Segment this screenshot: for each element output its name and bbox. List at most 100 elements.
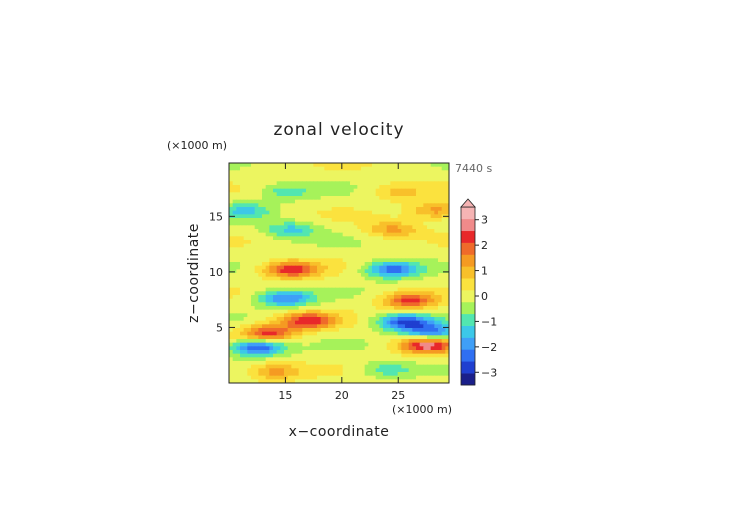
- field-cell: [412, 273, 417, 278]
- field-cell: [390, 309, 395, 314]
- field-cell: [295, 273, 300, 278]
- field-cell: [236, 339, 241, 344]
- field-cell: [335, 177, 340, 182]
- field-cell: [247, 335, 252, 340]
- field-cell: [265, 218, 270, 223]
- field-cell: [232, 350, 237, 355]
- field-cell: [386, 166, 391, 171]
- field-cell: [317, 335, 322, 340]
- field-cell: [269, 273, 274, 278]
- field-cell: [419, 262, 424, 267]
- field-cell: [361, 287, 366, 292]
- field-cell: [372, 221, 377, 226]
- field-cell: [273, 361, 278, 366]
- field-cell: [397, 188, 402, 193]
- field-cell: [441, 328, 446, 333]
- field-cell: [273, 192, 278, 197]
- field-cell: [280, 210, 285, 215]
- field-cell: [287, 181, 292, 186]
- field-cell: [394, 225, 399, 230]
- field-cell: [331, 221, 336, 226]
- field-cell: [372, 236, 377, 241]
- field-cell: [317, 251, 322, 256]
- field-cell: [386, 229, 391, 234]
- field-cell: [229, 357, 234, 362]
- field-cell: [298, 185, 303, 190]
- field-cell: [394, 163, 399, 168]
- field-cell: [273, 196, 278, 201]
- field-cell: [419, 218, 424, 223]
- field-cell: [383, 243, 388, 248]
- field-cell: [262, 368, 267, 373]
- field-cell: [280, 177, 285, 182]
- field-cell: [232, 357, 237, 362]
- field-cell: [397, 298, 402, 303]
- field-cell: [247, 199, 252, 204]
- field-cell: [405, 331, 410, 336]
- field-cell: [291, 192, 296, 197]
- field-cell: [284, 243, 289, 248]
- field-cell: [295, 346, 300, 351]
- field-cell: [236, 192, 241, 197]
- field-cell: [427, 372, 432, 377]
- field-cell: [386, 317, 391, 322]
- field-cell: [287, 229, 292, 234]
- field-cell: [287, 328, 292, 333]
- field-cell: [317, 177, 322, 182]
- field-cell: [295, 284, 300, 289]
- field-cell: [427, 177, 432, 182]
- field-cell: [375, 269, 380, 274]
- field-cell: [335, 174, 340, 179]
- field-cell: [350, 280, 355, 285]
- field-cell: [331, 170, 336, 175]
- field-cell: [254, 302, 259, 307]
- field-cell: [368, 192, 373, 197]
- field-cell: [324, 207, 329, 212]
- field-cell: [401, 280, 406, 285]
- field-cell: [287, 254, 292, 259]
- field-cell: [295, 232, 300, 237]
- field-cell: [368, 273, 373, 278]
- field-cell: [353, 192, 358, 197]
- field-cell: [419, 229, 424, 234]
- field-cell: [229, 188, 234, 193]
- field-cell: [273, 247, 278, 252]
- field-cell: [408, 196, 413, 201]
- field-cell: [350, 218, 355, 223]
- field-cell: [346, 166, 351, 171]
- field-cell: [236, 295, 241, 300]
- field-cell: [397, 166, 402, 171]
- field-cell: [408, 372, 413, 377]
- field-cell: [295, 375, 300, 380]
- field-cell: [324, 265, 329, 270]
- field-cell: [309, 280, 314, 285]
- field-cell: [438, 247, 443, 252]
- field-cell: [350, 240, 355, 245]
- field-cell: [236, 251, 241, 256]
- field-cell: [306, 306, 311, 311]
- field-cell: [379, 324, 384, 329]
- field-cell: [379, 199, 384, 204]
- field-cell: [430, 210, 435, 215]
- field-cell: [328, 232, 333, 237]
- field-cell: [254, 353, 259, 358]
- field-cell: [386, 357, 391, 362]
- field-cell: [243, 298, 248, 303]
- field-cell: [306, 320, 311, 325]
- field-cell: [258, 210, 263, 215]
- field-cell: [438, 379, 443, 383]
- field-cell: [335, 232, 340, 237]
- field-cell: [416, 364, 421, 369]
- field-cell: [295, 287, 300, 292]
- field-cell: [240, 214, 245, 219]
- field-cell: [361, 320, 366, 325]
- field-cell: [441, 375, 446, 380]
- field-cell: [262, 276, 267, 281]
- field-cell: [372, 170, 377, 175]
- field-cell: [251, 372, 256, 377]
- field-cell: [364, 350, 369, 355]
- field-cell: [438, 251, 443, 256]
- field-cell: [397, 291, 402, 296]
- field-cell: [434, 379, 439, 383]
- field-cell: [298, 335, 303, 340]
